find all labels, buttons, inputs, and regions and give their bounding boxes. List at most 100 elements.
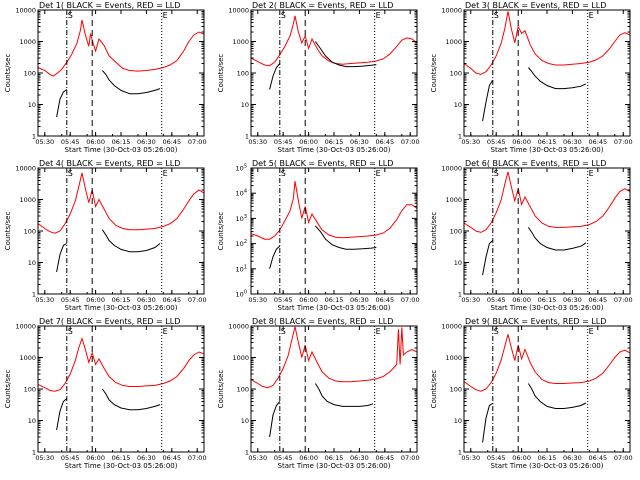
x-tick-label: 05:45	[274, 138, 293, 146]
events-series-2	[101, 229, 161, 253]
x-tick-label: 06:30	[350, 138, 369, 146]
y-axis-label: Counts/sec	[217, 54, 225, 93]
x-tick-label: 06:45	[162, 296, 181, 304]
y-tick-label: 10000	[15, 323, 36, 331]
y-tick-label: 10	[28, 101, 36, 109]
letter-e: E	[163, 327, 168, 336]
x-axis-label: Start Time (30-Oct-03 05:26:00)	[278, 304, 391, 312]
plot-frame	[250, 325, 418, 453]
y-tick-label: 1000	[19, 38, 36, 46]
panel-title: Det 6( BLACK = Events, RED = LLD	[465, 159, 606, 168]
y-axis-label: Counts/sec	[4, 370, 12, 409]
letter-e: E	[589, 327, 594, 336]
x-axis-label: Start Time (30-Oct-03 05:26:00)	[491, 462, 604, 470]
y-tick-label: 1000	[445, 196, 462, 204]
plot-frame	[463, 9, 631, 137]
y-tick-label: 10000	[441, 165, 462, 173]
y-axis-label: Counts/sec	[4, 212, 12, 251]
x-tick-label: 06:30	[563, 138, 582, 146]
y-tick-label: 104	[236, 189, 247, 198]
x-tick-label: 06:45	[588, 296, 607, 304]
events-series-2	[528, 67, 587, 90]
y-tick-label: 100	[450, 70, 462, 78]
lld-series	[463, 334, 631, 392]
x-axis-label: Start Time (30-Oct-03 05:26:00)	[65, 304, 178, 312]
y-tick-label: 100	[450, 228, 462, 236]
x-axis-label: Start Time (30-Oct-03 05:26:00)	[65, 462, 178, 470]
y-tick-label: 1	[458, 448, 462, 456]
x-axis-label: Start Time (30-Oct-03 05:26:00)	[278, 462, 391, 470]
events-series-1	[56, 243, 68, 273]
panel-title: Det 8( BLACK = Events, RED = LLD	[252, 317, 393, 326]
y-tick-label: 100	[450, 386, 462, 394]
panel-title: Det 2( BLACK = Events, RED = LLD	[252, 1, 393, 10]
x-tick-label: 06:45	[588, 138, 607, 146]
y-tick-label: 102	[236, 239, 247, 248]
y-tick-label: 1	[458, 290, 462, 298]
y-tick-label: 10	[454, 259, 462, 267]
x-tick-label: 06:00	[512, 138, 531, 146]
x-tick-label: 05:45	[61, 138, 80, 146]
letter-e: E	[589, 169, 594, 178]
x-tick-label: 06:30	[137, 454, 156, 462]
plot-frame	[37, 9, 205, 137]
y-tick-label: 1	[32, 448, 36, 456]
x-tick-label: 06:30	[350, 454, 369, 462]
x-axis-label: Start Time (30-Oct-03 05:26:00)	[491, 304, 604, 312]
letter-e: E	[376, 327, 381, 336]
letter-s: S	[68, 327, 73, 336]
x-tick-label: 07:00	[401, 138, 420, 146]
letter-e: E	[376, 11, 381, 20]
events-series-1	[56, 398, 68, 431]
x-tick-label: 06:15	[325, 454, 344, 462]
panel-title: Det 3( BLACK = Events, RED = LLD	[465, 1, 606, 10]
lld-series	[37, 19, 205, 77]
x-tick-label: 06:15	[112, 138, 131, 146]
x-tick-label: 05:30	[461, 296, 480, 304]
x-tick-label: 06:00	[299, 296, 318, 304]
y-tick-label: 1000	[232, 354, 249, 362]
x-tick-label: 06:30	[137, 296, 156, 304]
y-tick-label: 10	[28, 259, 36, 267]
x-tick-label: 07:00	[401, 296, 420, 304]
letter-s: S	[494, 327, 499, 336]
x-tick-label: 06:45	[162, 138, 181, 146]
x-tick-label: 06:30	[563, 296, 582, 304]
x-tick-label: 05:30	[461, 454, 480, 462]
plot-frame	[463, 325, 631, 453]
events-series-2	[314, 383, 374, 407]
x-tick-label: 06:00	[86, 138, 105, 146]
lld-series	[37, 172, 205, 234]
x-tick-label: 06:45	[375, 296, 394, 304]
events-series-1	[269, 401, 281, 438]
y-tick-label: 101	[236, 264, 247, 273]
letter-s: S	[281, 327, 286, 336]
events-series-2	[527, 227, 587, 251]
x-tick-label: 06:00	[512, 296, 531, 304]
x-tick-label: 07:00	[188, 296, 207, 304]
events-series-1	[482, 79, 494, 122]
y-tick-label: 100	[24, 386, 36, 394]
y-tick-label: 10	[241, 101, 249, 109]
lld-series	[463, 171, 631, 233]
x-tick-label: 05:45	[487, 296, 506, 304]
y-axis-label: Counts/sec	[217, 370, 225, 409]
x-tick-label: 07:00	[188, 454, 207, 462]
x-tick-label: 06:30	[563, 454, 582, 462]
x-tick-label: 06:00	[512, 454, 531, 462]
letter-e: E	[589, 11, 594, 20]
x-tick-label: 07:00	[614, 138, 633, 146]
y-tick-label: 10000	[441, 7, 462, 15]
x-tick-label: 05:30	[248, 138, 267, 146]
panel-title: Det 7( BLACK = Events, RED = LLD	[39, 317, 180, 326]
lld-series	[37, 336, 205, 392]
y-tick-label: 1	[32, 290, 36, 298]
